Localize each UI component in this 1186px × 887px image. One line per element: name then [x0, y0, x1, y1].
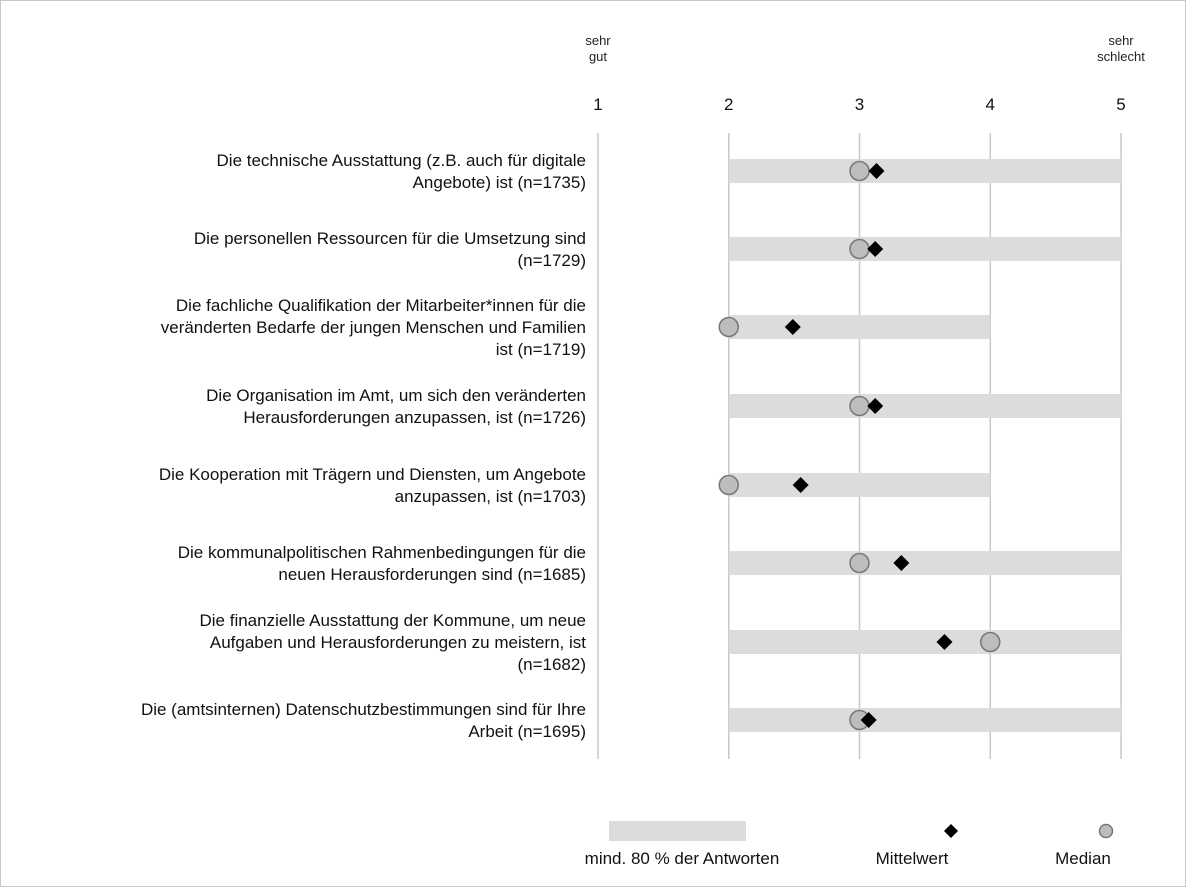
row-label-5-line-0: Die kommunalpolitischen Rahmenbedingunge… — [178, 543, 586, 562]
range-bar-7 — [728, 708, 1121, 732]
mean-marker-0 — [868, 163, 885, 179]
median-marker-0 — [849, 160, 870, 182]
median-marker-4 — [718, 474, 739, 496]
median-marker-2 — [718, 316, 739, 338]
mean-marker-5 — [893, 555, 910, 571]
row-label-6-line-2: (n=1682) — [517, 655, 586, 674]
legend-median-swatch — [1098, 823, 1114, 839]
row-label-2-line-1: veränderten Bedarfe der jungen Menschen … — [161, 318, 586, 337]
scale-anchor-right-0: sehr — [1108, 33, 1134, 48]
row-label-0-line-0: Die technische Ausstattung (z.B. auch fü… — [217, 151, 586, 170]
row-label-0-line-1: Angebote) ist (n=1735) — [413, 173, 586, 192]
row-label-6-line-1: Aufgaben und Herausforderungen zu meiste… — [210, 633, 586, 652]
row-label-2-line-2: ist (n=1719) — [496, 340, 586, 359]
row-label-6-line-0: Die finanzielle Ausstattung der Kommune,… — [199, 611, 586, 630]
row-label-1-line-1: (n=1729) — [517, 251, 586, 270]
legend-median-label: Median — [1055, 849, 1111, 868]
range-bar-2 — [728, 315, 991, 339]
range-bar-3 — [728, 394, 1121, 418]
legend-range-label: mind. 80 % der Antworten — [585, 849, 780, 868]
row-label-3-line-0: Die Organisation im Amt, um sich den ver… — [206, 386, 586, 405]
median-marker-1 — [849, 238, 870, 260]
mean-marker-2 — [784, 319, 801, 335]
range-bar-4 — [728, 473, 991, 497]
mean-marker-7 — [860, 712, 877, 728]
row-label-3-line-1: Herausforderungen anzupassen, ist (n=172… — [243, 408, 586, 427]
legend-mean-label: Mittelwert — [876, 849, 949, 868]
median-marker-5 — [849, 552, 870, 574]
markers — [718, 160, 1001, 731]
row-label-4-line-1: anzupassen, ist (n=1703) — [395, 487, 586, 506]
tick-label-2: 2 — [724, 95, 733, 114]
median-marker-3 — [849, 395, 870, 417]
median-marker-6 — [980, 631, 1001, 653]
row-label-1-line-0: Die personellen Ressourcen für die Umset… — [194, 229, 586, 248]
row-label-5-line-1: neuen Herausforderungen sind (n=1685) — [278, 565, 586, 584]
mean-marker-1 — [867, 241, 884, 257]
mean-marker-6 — [936, 634, 953, 650]
legend-range-swatch — [609, 821, 746, 841]
row-label-7-line-1: Arbeit (n=1695) — [468, 722, 586, 741]
tick-label-5: 5 — [1116, 95, 1125, 114]
legend: mind. 80 % der Antworten Mittelwert Median — [585, 821, 1114, 868]
tick-label-1: 1 — [593, 95, 602, 114]
row-label-4-line-0: Die Kooperation mit Trägern und Diensten… — [159, 465, 586, 484]
scale-anchor-left-1: gut — [589, 49, 607, 64]
tick-label-4: 4 — [986, 95, 995, 114]
row-label-2-line-0: Die fachliche Qualifikation der Mitarbei… — [176, 296, 586, 315]
range-bar-6 — [728, 630, 1121, 654]
tick-label-3: 3 — [855, 95, 864, 114]
range-bar-0 — [728, 159, 1121, 183]
scale-anchor-right-1: schlecht — [1097, 49, 1145, 64]
scale-anchor-left-0: sehr — [585, 33, 611, 48]
mean-marker-4 — [792, 477, 809, 493]
gridlines — [597, 133, 1122, 759]
legend-mean-swatch — [944, 824, 958, 838]
range-bar-1 — [728, 237, 1121, 261]
range-bar-5 — [728, 551, 1121, 575]
row-label-7-line-0: Die (amtsinternen) Datenschutzbestimmung… — [141, 700, 586, 719]
mean-marker-3 — [867, 398, 884, 414]
range-bars — [728, 159, 1121, 732]
